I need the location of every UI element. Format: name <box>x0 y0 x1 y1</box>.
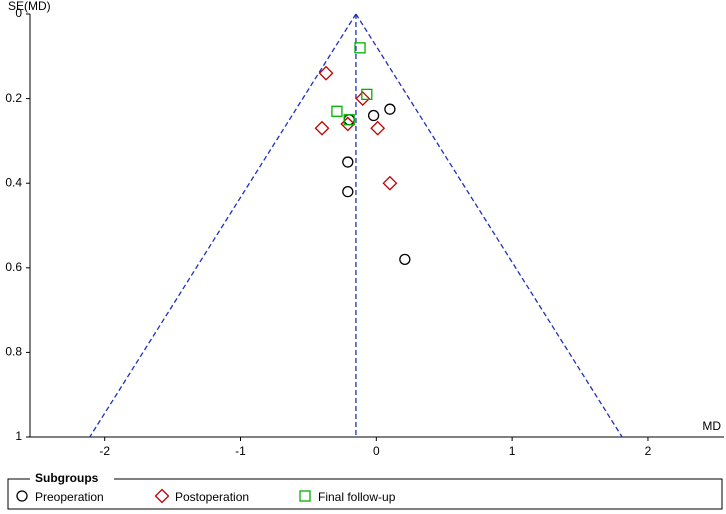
point <box>382 175 398 191</box>
legend-label: Postoperation <box>175 490 249 504</box>
point <box>331 105 343 117</box>
legend-title: Subgroups <box>35 471 99 485</box>
funnel-right <box>355 13 623 438</box>
x-tick-label: -2 <box>99 444 110 458</box>
x-tick-label: 2 <box>645 444 652 458</box>
point <box>361 88 373 101</box>
x-tick-label: 1 <box>509 444 516 458</box>
point <box>340 116 356 132</box>
x-tick-label: -1 <box>235 444 246 458</box>
y-tick-label: 0.8 <box>5 345 22 359</box>
point <box>384 103 396 115</box>
point <box>399 253 411 265</box>
point <box>355 91 371 107</box>
point <box>314 120 330 136</box>
y-tick-label: 1 <box>15 429 22 443</box>
y-axis-label: SE(MD) <box>8 0 51 13</box>
y-tick-label: 0.2 <box>5 91 22 105</box>
legend-label: Preoperation <box>35 490 104 504</box>
y-tick-label: 0.6 <box>5 260 22 274</box>
y-tick-label: 0.4 <box>5 175 22 189</box>
point <box>342 156 354 168</box>
point <box>343 114 355 126</box>
legend-marker <box>154 488 170 504</box>
legend-marker <box>299 490 311 502</box>
point <box>370 120 386 136</box>
legend-box <box>7 478 723 510</box>
point <box>354 42 366 54</box>
legend-marker <box>16 490 28 502</box>
x-tick-label: 0 <box>373 444 380 458</box>
x-axis-label: MD <box>702 419 721 433</box>
legend-label: Final follow-up <box>318 490 396 504</box>
point <box>367 109 380 122</box>
funnel-left <box>89 13 357 438</box>
point <box>342 186 354 198</box>
legend-title-bg <box>30 472 114 486</box>
point <box>318 65 334 81</box>
y-tick-label: 0 <box>15 6 22 20</box>
